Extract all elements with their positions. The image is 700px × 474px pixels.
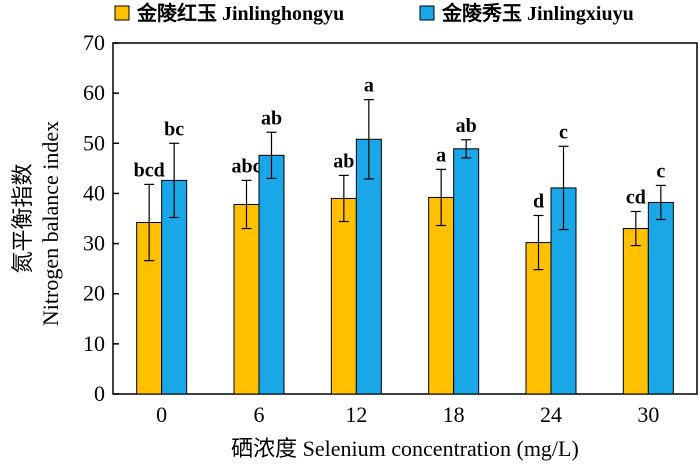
significance-label: cd [626,186,646,208]
x-tick-label: 18 [443,402,465,427]
y-tick-label: 50 [83,130,105,155]
y-tick-label: 0 [94,381,105,406]
y-tick-label: 60 [83,80,105,105]
bar [453,148,480,395]
y-axis-title: 氮平衡指数 Nitrogen balance index [10,121,63,326]
plot-area: 0102030405060700bcdbc6abcab12aba18aab24d… [83,30,698,427]
bar [622,228,649,395]
bar [330,197,357,395]
significance-label: a [436,144,446,166]
y-tick-label: 30 [83,231,105,256]
significance-label: a [364,75,374,97]
significance-label: d [533,190,544,212]
significance-label: ab [261,107,282,129]
significance-label: bc [164,118,184,140]
y-axis-title-en: Nitrogen balance index [38,121,63,326]
y-tick-label: 20 [83,281,105,306]
significance-label: bcd [134,159,165,181]
bar [428,196,455,395]
bar [258,154,285,395]
significance-label: c [559,121,568,143]
bar [233,203,260,395]
legend-swatch [114,5,130,21]
significance-label: ab [456,115,477,137]
y-tick-label: 10 [83,331,105,356]
legend-label: 金陵红玉 Jinlinghongyu [136,1,344,25]
x-tick-label: 0 [156,402,167,427]
bar [647,201,674,395]
x-tick-label: 6 [254,402,265,427]
y-tick-label: 70 [83,30,105,55]
legend: 金陵红玉 Jinlinghongyu 金陵秀玉 Jinlingxiuyu [114,1,634,25]
legend-swatch [419,5,435,21]
y-tick-label: 40 [83,180,105,205]
y-axis-title-cn: 氮平衡指数 [10,163,35,273]
x-tick-label: 30 [637,402,659,427]
x-tick-label: 24 [540,402,562,427]
legend-label: 金陵秀玉 Jinlingxiuyu [441,1,634,25]
significance-label: abc [232,155,262,177]
bar [355,138,382,395]
significance-label: ab [333,150,354,172]
plot-frame [112,42,698,395]
x-axis-title: 硒浓度 Selenium concentration (mg/L) [231,436,579,461]
significance-label: c [656,160,665,182]
x-tick-label: 12 [345,402,367,427]
